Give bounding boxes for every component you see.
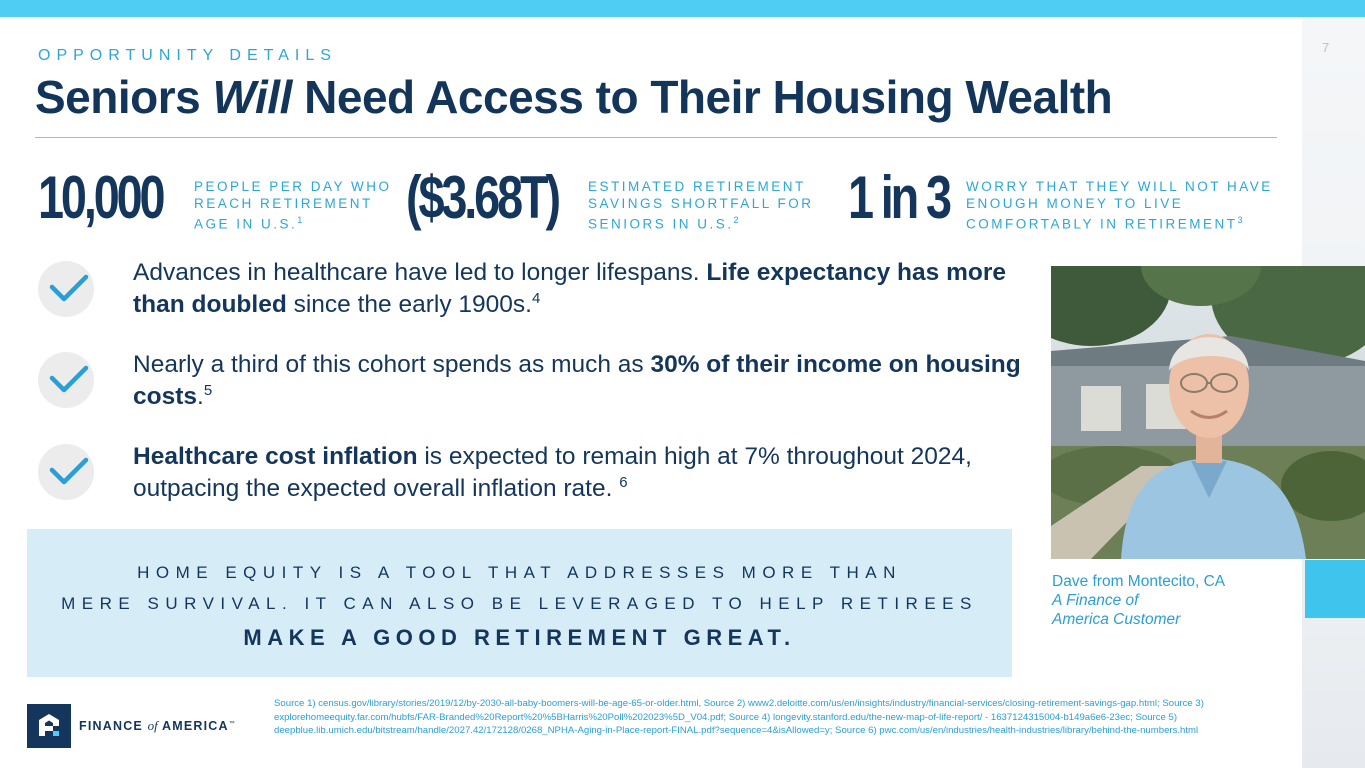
logo-mark-icon <box>27 704 71 748</box>
caption-name: Dave from Montecito, CA <box>1052 573 1226 590</box>
page-number: 7 <box>1322 40 1330 55</box>
stat-label-worry-ratio: Worry that they will not have enough mon… <box>966 179 1273 232</box>
stat-value-savings-shortfall: ($3.68T) <box>406 164 561 231</box>
right-accent-block <box>1305 560 1365 618</box>
stat-value-seniors-per-day: 10,000 <box>38 164 166 231</box>
bullet-life-expectancy: Advances in healthcare have led to longe… <box>133 259 1006 318</box>
callout-headline: Make a good retirement great. <box>243 625 796 650</box>
photo-caption: Dave from Montecito, CA A Finance of Ame… <box>1052 572 1225 629</box>
page-title: Seniors Will Need Access to Their Housin… <box>35 70 1113 124</box>
check-icon <box>38 261 94 317</box>
title-part-2: Need Access to Their Housing Wealth <box>291 71 1113 123</box>
caption-role-line-1: A Finance of <box>1052 592 1139 609</box>
title-part-1: Seniors <box>35 71 213 123</box>
sources-footnote: Source 1) census.gov/library/stories/201… <box>274 698 1204 736</box>
stat-label-seniors-per-day: People per day who reach retirement age … <box>194 179 392 232</box>
logo-wordmark: FINANCE of AMERICA™ <box>79 718 236 733</box>
title-divider <box>35 137 1277 138</box>
check-icon <box>38 352 94 408</box>
bullet-housing-costs: Nearly a third of this cohort spends as … <box>133 351 1021 410</box>
stat-label-savings-shortfall: Estimated retirement savings shortfall f… <box>588 179 814 232</box>
home-equity-callout: Home equity is a tool that addresses mor… <box>27 529 1012 677</box>
stat-value-worry-ratio: 1 in 3 <box>848 164 952 231</box>
bullet-healthcare-inflation: Healthcare cost inflation is expected to… <box>133 443 972 502</box>
caption-role-line-2: America Customer <box>1052 611 1181 628</box>
callout-line-1: Home equity is a tool that addresses mor… <box>137 563 902 582</box>
customer-photo <box>1051 266 1365 559</box>
callout-line-2: mere survival. It can also be leveraged … <box>61 594 978 613</box>
top-accent-bar <box>0 0 1365 17</box>
title-emphasis: Will <box>212 71 293 123</box>
section-eyebrow: OPPORTUNITY DETAILS <box>38 47 337 64</box>
check-icon <box>38 444 94 500</box>
